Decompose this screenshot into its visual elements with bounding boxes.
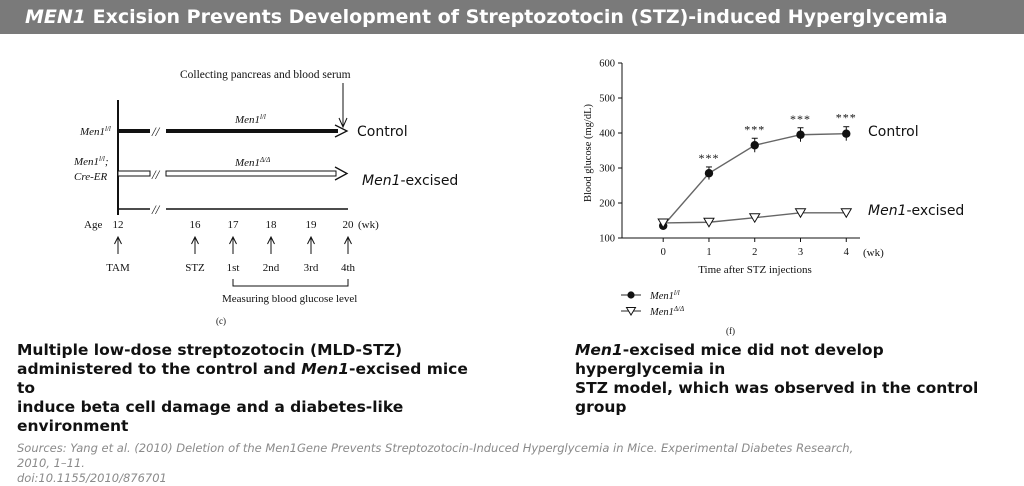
significance-control-3: *** (790, 112, 811, 126)
excised-annotation: Men1-excised (868, 203, 964, 219)
panel-f-letter: (f) (726, 326, 735, 336)
title-gene: MEN1 (25, 6, 87, 28)
data-point-control-2 (750, 141, 759, 150)
event-label-tam: TAM (106, 262, 130, 274)
excised-bar-left (117, 170, 151, 177)
title-bar: MEN1 Excision Prevents Development of St… (0, 0, 1024, 34)
x-tick-label-2: 2 (752, 247, 757, 258)
slide-title: MEN1 Excision Prevents Development of St… (25, 6, 948, 28)
age-axis-break: // (151, 202, 161, 217)
data-point-excised-4 (840, 208, 853, 219)
event-arrowhead-3 (267, 235, 275, 245)
event-arrowhead-2 (229, 235, 237, 245)
sources-line-1: Sources: Yang et al. (2010) Deletion of … (17, 441, 854, 470)
event-arrowhead-5 (344, 235, 352, 245)
control-annotation: Control (868, 124, 919, 140)
data-point-excised-3 (794, 208, 807, 219)
x-axis-unit: (wk) (863, 247, 884, 259)
row1-label: Men1l/l (79, 125, 111, 138)
collecting-label: Collecting pancreas and blood serum (180, 69, 351, 81)
age-tick-17: 17 (228, 219, 240, 231)
control-bar-arrowhead (334, 124, 349, 138)
age-label: Age (84, 219, 102, 231)
event-arrowhead-0 (114, 235, 122, 245)
control-bar-break: // (151, 124, 161, 139)
legend-marker-excised (625, 307, 637, 316)
measuring-bracket (232, 279, 349, 287)
age-ticks: 12 16 17 18 19 20 TAM STZ 1st 2nd 3rd 4th (106, 219, 355, 274)
excised-bar-break: // (151, 167, 161, 182)
measuring-label: Measuring blood glucose level (222, 293, 357, 305)
left-caption-line-4: environment (17, 417, 129, 435)
panel-c-letter: (c) (216, 316, 226, 326)
sources-line-2: doi:10.1155/2010/876701 (17, 471, 167, 485)
data-point-excised-2 (748, 213, 761, 224)
y-tick-label-500: 500 (599, 94, 615, 105)
timeline-panel: Collecting pancreas and blood serum Men1… (73, 69, 458, 326)
y-tick-label-200: 200 (599, 199, 615, 210)
age-tick-18: 18 (266, 219, 278, 231)
x-tick-label-4: 4 (844, 247, 850, 258)
age-tick-20: 20 (343, 219, 355, 231)
event-label-stz: STZ (185, 262, 205, 274)
title-rest: Excision Prevents Development of Strepto… (86, 6, 948, 28)
y-tick-label-400: 400 (599, 129, 615, 140)
event-arrowhead-1 (191, 235, 199, 245)
sources-citation: Sources: Yang et al. (2010) Deletion of … (17, 441, 857, 486)
event-label-4th: 4th (341, 262, 356, 274)
control-bar-label: Men1l/l (234, 113, 266, 126)
y-tick-label-100: 100 (599, 234, 615, 245)
row2-label-b: Cre-ER (74, 171, 107, 183)
left-caption: Multiple low-dose streptozotocin (MLD-ST… (17, 341, 487, 436)
data-point-control-3 (796, 130, 805, 139)
glucose-chart: Blood glucose (mg/dL) Time after STZ inj… (583, 59, 964, 337)
right-caption-line-2: STZ model, which was observed in the con… (575, 379, 979, 416)
data-point-control-4 (842, 129, 851, 138)
excised-bar-label: Men1Δ/Δ (234, 156, 270, 169)
event-label-1st: 1st (227, 262, 240, 274)
legend-label-control: Men1l/l (649, 289, 680, 302)
chart-legend: Men1l/l Men1Δ/Δ (621, 289, 684, 318)
excised-bar-right (165, 170, 337, 177)
event-arrowhead-4 (307, 235, 315, 245)
significance-control-2: *** (744, 122, 765, 136)
x-tick-label-0: 0 (661, 247, 666, 258)
left-caption-line-3: induce beta cell damage and a diabetes-l… (17, 398, 404, 416)
significance-control-1: *** (698, 151, 719, 165)
x-tick-label-3: 3 (798, 247, 803, 258)
x-tick-label-1: 1 (706, 247, 711, 258)
x-axis-label: Time after STZ injections (698, 264, 812, 276)
y-tick-label-600: 600 (599, 59, 615, 70)
data-point-excised-1 (703, 217, 715, 228)
left-caption-line-1: Multiple low-dose streptozotocin (MLD-ST… (17, 341, 403, 359)
chart-marks: 100 200 300 400 500 600 0 1 2 3 4 *** *** *** *** (599, 59, 860, 258)
age-tick-16: 16 (190, 219, 202, 231)
event-label-2nd: 2nd (263, 262, 280, 274)
age-unit: (wk) (358, 219, 379, 231)
excised-label: Men1-excised (362, 173, 458, 189)
legend-marker-control (627, 291, 635, 299)
right-caption-line-1: Men1-excised mice did not develop hyperg… (575, 341, 884, 378)
row2-label-a: Men1l/l; (73, 155, 109, 168)
excised-bar-arrowhead (334, 166, 349, 181)
legend-label-excised: Men1Δ/Δ (649, 305, 684, 318)
control-label: Control (357, 124, 408, 140)
significance-control-4: *** (836, 111, 857, 125)
data-point-excised-0 (657, 218, 670, 229)
right-caption: Men1-excised mice did not develop hyperg… (575, 341, 1015, 417)
event-label-3rd: 3rd (304, 262, 319, 274)
y-tick-label-300: 300 (599, 164, 615, 175)
age-tick-19: 19 (306, 219, 318, 231)
data-point-control-1 (704, 169, 714, 178)
collecting-arrowhead (338, 117, 348, 129)
left-caption-line-2: administered to the control and Men1-exc… (17, 360, 468, 397)
y-axis-label: Blood glucose (mg/dL) (583, 104, 594, 202)
age-tick-12: 12 (113, 219, 124, 231)
